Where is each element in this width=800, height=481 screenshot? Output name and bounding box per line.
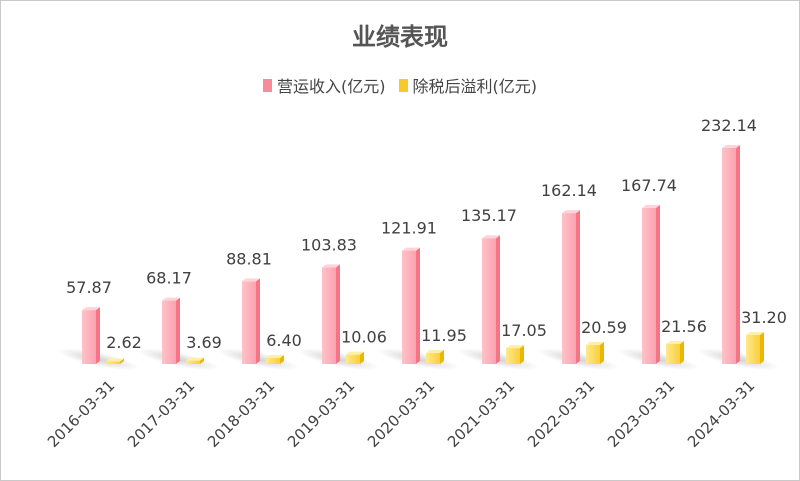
bar-profit bbox=[586, 344, 600, 364]
data-label-profit: 6.40 bbox=[266, 331, 302, 350]
bar-profit-side bbox=[440, 349, 444, 364]
bar-profit-side bbox=[680, 340, 684, 364]
x-tick-label: 2022-03-31 bbox=[524, 377, 598, 451]
bar-revenue-side bbox=[736, 145, 740, 364]
data-label-revenue: 57.87 bbox=[66, 278, 112, 297]
bar-revenue-top bbox=[242, 278, 260, 282]
data-label-profit: 20.59 bbox=[581, 318, 627, 337]
data-label-revenue: 121.91 bbox=[381, 219, 437, 238]
bar-revenue bbox=[562, 213, 576, 364]
bar-profit-top bbox=[186, 357, 204, 361]
legend-swatch-revenue bbox=[262, 78, 272, 92]
bar-profit bbox=[346, 354, 360, 364]
bar-revenue-top bbox=[642, 204, 660, 208]
x-tick-label: 2021-03-31 bbox=[444, 377, 518, 451]
bar-revenue-side bbox=[96, 307, 100, 364]
bar-revenue bbox=[82, 310, 96, 364]
legend-item-profit: 除税后溢利(亿元) bbox=[398, 73, 538, 97]
bar-revenue-side bbox=[336, 264, 340, 364]
data-label-revenue: 167.74 bbox=[621, 176, 677, 195]
bar-profit-side bbox=[360, 351, 364, 364]
x-tick-label: 2016-03-31 bbox=[44, 377, 118, 451]
bar-profit-top bbox=[746, 331, 764, 335]
legend: 营运收入(亿元) 除税后溢利(亿元) bbox=[1, 73, 799, 97]
x-tick-label: 2024-03-31 bbox=[684, 377, 758, 451]
bar-revenue-top bbox=[562, 210, 580, 214]
bar-revenue-side bbox=[576, 210, 580, 364]
data-label-profit: 21.56 bbox=[661, 317, 707, 336]
x-tick-label: 2017-03-31 bbox=[124, 377, 198, 451]
bar-profit-top bbox=[106, 358, 124, 362]
bar-revenue-top bbox=[82, 307, 100, 311]
legend-item-revenue: 营运收入(亿元) bbox=[262, 73, 386, 97]
legend-label-revenue: 营运收入(亿元) bbox=[276, 77, 386, 96]
bar-profit-top bbox=[426, 349, 444, 353]
bar-profit bbox=[186, 360, 200, 364]
data-label-revenue: 68.17 bbox=[146, 269, 192, 288]
data-label-profit: 11.95 bbox=[421, 326, 467, 345]
bar-profit-top bbox=[506, 345, 524, 349]
bar-revenue-side bbox=[176, 297, 180, 364]
bar-revenue bbox=[322, 267, 336, 364]
x-tick-label: 2023-03-31 bbox=[604, 377, 678, 451]
x-tick-label: 2020-03-31 bbox=[364, 377, 438, 451]
bar-profit-side bbox=[280, 355, 284, 364]
data-label-profit: 10.06 bbox=[341, 328, 387, 347]
bar-profit bbox=[266, 358, 280, 364]
x-tick-label: 2018-03-31 bbox=[204, 377, 278, 451]
bar-revenue bbox=[482, 238, 496, 364]
legend-swatch-profit bbox=[398, 78, 408, 92]
bar-profit bbox=[666, 343, 680, 364]
data-label-profit: 2.62 bbox=[106, 333, 142, 352]
data-label-profit: 17.05 bbox=[501, 321, 547, 340]
bar-profit-top bbox=[266, 355, 284, 359]
bar-revenue-side bbox=[656, 204, 660, 364]
bar-profit-top bbox=[666, 340, 684, 344]
bar-profit-side bbox=[520, 345, 524, 364]
bar-revenue-top bbox=[482, 235, 500, 239]
bar-revenue bbox=[162, 300, 176, 364]
bar-profit-side bbox=[120, 358, 124, 364]
bar-profit-side bbox=[200, 357, 204, 364]
bar-revenue-top bbox=[322, 264, 340, 268]
legend-label-profit: 除税后溢利(亿元) bbox=[412, 77, 538, 96]
x-tick-label: 2019-03-31 bbox=[284, 377, 358, 451]
bar-profit-side bbox=[600, 341, 604, 364]
data-label-revenue: 232.14 bbox=[701, 116, 757, 135]
bar-profit-top bbox=[586, 341, 604, 345]
bar-revenue-top bbox=[402, 247, 420, 251]
bar-profit-top bbox=[346, 351, 364, 355]
bar-revenue bbox=[722, 148, 736, 364]
bar-profit-side bbox=[760, 331, 764, 364]
bar-revenue-side bbox=[496, 235, 500, 364]
data-label-revenue: 162.14 bbox=[541, 181, 597, 200]
bar-revenue bbox=[402, 250, 416, 364]
bar-revenue bbox=[242, 281, 256, 364]
chart-title: 业绩表现 bbox=[352, 23, 448, 51]
bar-revenue-side bbox=[416, 247, 420, 364]
bar-revenue-top bbox=[162, 297, 180, 301]
data-label-profit: 31.20 bbox=[741, 308, 787, 327]
data-label-revenue: 103.83 bbox=[301, 235, 357, 254]
bar-revenue-top bbox=[722, 145, 740, 148]
bar-revenue bbox=[642, 207, 656, 364]
data-label-revenue: 135.17 bbox=[461, 206, 517, 225]
bar-profit bbox=[426, 352, 440, 364]
bar-revenue-side bbox=[256, 278, 260, 364]
bar-profit bbox=[506, 348, 520, 364]
bar-profit bbox=[106, 361, 120, 364]
bar-profit bbox=[746, 334, 760, 364]
data-label-profit: 3.69 bbox=[186, 333, 222, 352]
data-label-revenue: 88.81 bbox=[226, 249, 272, 268]
